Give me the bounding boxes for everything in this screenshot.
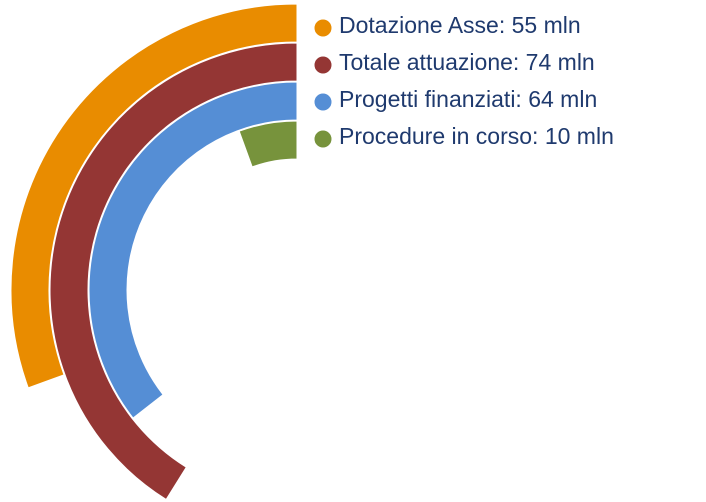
legend-marker bbox=[313, 129, 333, 149]
legend-label: Dotazione Asse: 55 mln bbox=[339, 12, 581, 38]
radial-bar bbox=[10, 3, 298, 389]
legend-label: Procedure in corso: 10 mln bbox=[339, 123, 614, 149]
radial-bar bbox=[88, 81, 298, 419]
legend-marker bbox=[313, 92, 333, 112]
legend-label: Progetti finanziati: 64 mln bbox=[339, 86, 597, 112]
legend-label: Totale attuazione: 74 mln bbox=[339, 49, 595, 75]
radial-bar bbox=[238, 120, 298, 168]
legend-marker bbox=[313, 55, 333, 75]
radial-bar bbox=[49, 42, 298, 501]
legend-marker bbox=[313, 18, 333, 38]
